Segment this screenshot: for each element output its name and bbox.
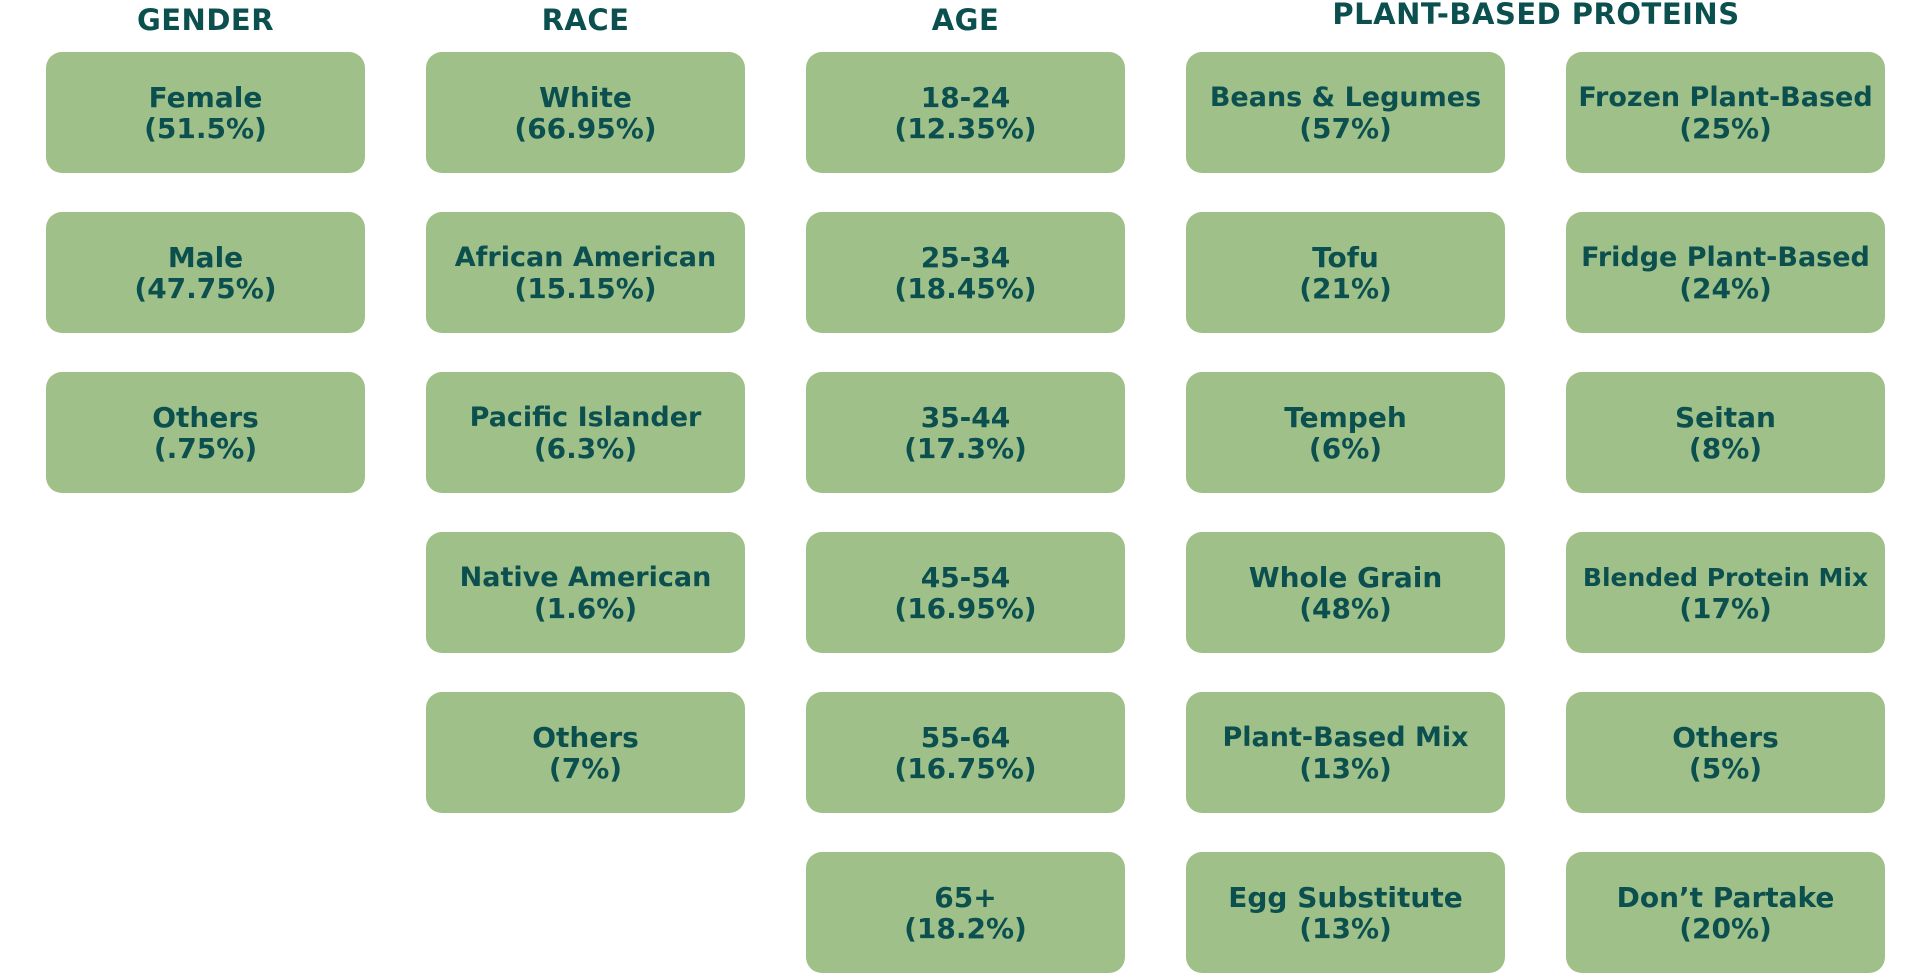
card-label: African American <box>454 241 717 273</box>
card-value: (8%) <box>1688 431 1763 465</box>
card-label: Egg Substitute <box>1228 880 1463 914</box>
card-value: (15.15%) <box>514 271 657 305</box>
card-value: (51.5%) <box>144 111 267 145</box>
card-label: Native American <box>459 561 712 593</box>
card-label: Tempeh <box>1284 400 1407 434</box>
race-header: RACE <box>541 3 630 37</box>
card-label: Whole Grain <box>1248 560 1443 594</box>
card-label: Others <box>1672 720 1779 754</box>
card-label: Seitan <box>1675 400 1776 434</box>
protein-card-seitan: Seitan (8%) <box>1566 372 1885 493</box>
card-label: Others <box>152 400 259 434</box>
card-label: Pacific Islander <box>469 401 702 433</box>
age-card-65-plus: 65+ (18.2%) <box>806 852 1125 973</box>
card-label: 18-24 <box>920 80 1011 114</box>
card-value: (47.75%) <box>134 271 277 305</box>
age-card-45-54: 45-54 (16.95%) <box>806 532 1125 653</box>
age-card-18-24: 18-24 (12.35%) <box>806 52 1125 173</box>
age-card-35-44: 35-44 (17.3%) <box>806 372 1125 493</box>
protein-card-others: Others (5%) <box>1566 692 1885 813</box>
age-card-55-64: 55-64 (16.75%) <box>806 692 1125 813</box>
age-card-25-34: 25-34 (18.45%) <box>806 212 1125 333</box>
card-value: (13%) <box>1299 911 1392 945</box>
card-value: (18.45%) <box>894 271 1037 305</box>
card-value: (13%) <box>1299 751 1392 785</box>
race-card-white: White (66.95%) <box>426 52 745 173</box>
card-label: 35-44 <box>920 400 1011 434</box>
card-value: (6.3%) <box>533 431 638 465</box>
card-value: (12.35%) <box>894 111 1037 145</box>
card-value: (6%) <box>1308 431 1383 465</box>
card-label: Blended Protein Mix <box>1582 562 1869 592</box>
card-value: (57%) <box>1299 111 1392 145</box>
card-label: 65+ <box>934 880 997 914</box>
gender-header: GENDER <box>136 3 275 37</box>
card-value: (17%) <box>1679 591 1772 625</box>
gender-card-others: Others (.75%) <box>46 372 365 493</box>
race-card-pacific-islander: Pacific Islander (6.3%) <box>426 372 745 493</box>
protein-card-frozen-plant-based: Frozen Plant-Based (25%) <box>1566 52 1885 173</box>
protein-card-dont-partake: Don’t Partake (20%) <box>1566 852 1885 973</box>
card-value: (66.95%) <box>514 111 657 145</box>
card-value: (20%) <box>1679 911 1772 945</box>
card-label: Frozen Plant-Based <box>1578 81 1873 113</box>
card-value: (16.95%) <box>894 591 1037 625</box>
card-label: Male <box>167 240 244 274</box>
protein-card-blended-protein-mix: Blended Protein Mix (17%) <box>1566 532 1885 653</box>
card-label: 45-54 <box>920 560 1011 594</box>
protein-card-beans-legumes: Beans & Legumes (57%) <box>1186 52 1505 173</box>
protein-card-fridge-plant-based: Fridge Plant-Based (24%) <box>1566 212 1885 333</box>
plant-based-proteins-header: PLANT-BASED PROTEINS <box>1332 0 1740 31</box>
card-value: (18.2%) <box>904 911 1027 945</box>
card-value: (1.6%) <box>533 591 638 625</box>
card-label: Tofu <box>1312 240 1379 274</box>
gender-card-male: Male (47.75%) <box>46 212 365 333</box>
card-label: Fridge Plant-Based <box>1581 241 1870 273</box>
protein-card-whole-grain: Whole Grain (48%) <box>1186 532 1505 653</box>
gender-card-female: Female (51.5%) <box>46 52 365 173</box>
card-label: Beans & Legumes <box>1209 81 1482 113</box>
card-value: (16.75%) <box>894 751 1037 785</box>
protein-card-tofu: Tofu (21%) <box>1186 212 1505 333</box>
protein-card-tempeh: Tempeh (6%) <box>1186 372 1505 493</box>
card-value: (17.3%) <box>904 431 1027 465</box>
race-card-african-american: African American (15.15%) <box>426 212 745 333</box>
card-value: (.75%) <box>153 431 258 465</box>
card-label: Female <box>148 80 263 114</box>
card-value: (7%) <box>548 751 623 785</box>
card-label: Others <box>532 720 639 754</box>
card-label: 55-64 <box>920 720 1011 754</box>
card-value: (48%) <box>1299 591 1392 625</box>
race-card-native-american: Native American (1.6%) <box>426 532 745 653</box>
card-label: Plant-Based Mix <box>1222 721 1469 753</box>
age-header: AGE <box>931 3 1000 37</box>
protein-card-egg-substitute: Egg Substitute (13%) <box>1186 852 1505 973</box>
card-value: (24%) <box>1679 271 1772 305</box>
card-value: (25%) <box>1679 111 1772 145</box>
card-label: 25-34 <box>920 240 1011 274</box>
race-card-others: Others (7%) <box>426 692 745 813</box>
card-label: Don’t Partake <box>1616 880 1835 914</box>
card-value: (21%) <box>1299 271 1392 305</box>
protein-card-plant-based-mix: Plant-Based Mix (13%) <box>1186 692 1505 813</box>
card-label: White <box>539 80 632 114</box>
card-value: (5%) <box>1688 751 1763 785</box>
